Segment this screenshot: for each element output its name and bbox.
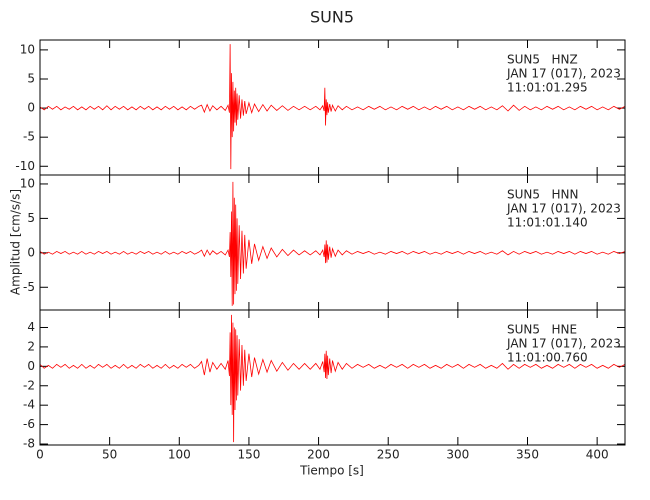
x-tick-label: 0 bbox=[36, 448, 44, 462]
y-tick-label: 0 bbox=[27, 359, 35, 373]
trace-date: JAN 17 (017), 2023 bbox=[506, 337, 621, 351]
trace-name: SUN5 HNN bbox=[507, 188, 578, 202]
y-tick-label: 0 bbox=[27, 245, 35, 259]
y-tick-label: 2 bbox=[27, 339, 35, 353]
trace-time: 11:01:01.295 bbox=[507, 81, 588, 95]
y-tick-label: -4 bbox=[23, 398, 35, 412]
y-tick-label: -2 bbox=[23, 378, 35, 392]
x-tick-label: 300 bbox=[446, 448, 469, 462]
x-tick-label: 200 bbox=[307, 448, 330, 462]
x-tick-label: 50 bbox=[102, 448, 117, 462]
x-tick-label: 250 bbox=[377, 448, 400, 462]
x-tick-label: 350 bbox=[516, 448, 539, 462]
x-tick-label: 150 bbox=[237, 448, 260, 462]
trace-time: 11:01:00.760 bbox=[507, 351, 588, 365]
y-tick-label: -5 bbox=[23, 130, 35, 144]
y-tick-label: 0 bbox=[27, 101, 35, 115]
trace-date: JAN 17 (017), 2023 bbox=[506, 67, 621, 81]
y-tick-label: -8 bbox=[23, 437, 35, 451]
y-axis-label: Amplitud [cm/s/s] bbox=[9, 189, 23, 295]
y-tick-label: 10 bbox=[20, 176, 35, 190]
waveform bbox=[40, 181, 625, 306]
y-tick-label: -10 bbox=[15, 159, 35, 173]
y-tick-label: 10 bbox=[20, 42, 35, 56]
y-tick-label: 4 bbox=[27, 320, 35, 334]
y-tick-label: -5 bbox=[23, 280, 35, 294]
y-tick-label: 5 bbox=[27, 211, 35, 225]
x-axis-label: Tiempo [s] bbox=[299, 464, 364, 478]
trace-name: SUN5 HNE bbox=[507, 323, 577, 337]
waveform bbox=[40, 314, 625, 443]
x-tick-label: 400 bbox=[586, 448, 609, 462]
trace-time: 11:01:01.140 bbox=[507, 216, 588, 230]
chart-title: SUN5 bbox=[310, 8, 354, 27]
trace-date: JAN 17 (017), 2023 bbox=[506, 202, 621, 216]
y-tick-label: -6 bbox=[23, 417, 35, 431]
trace-name: SUN5 HNZ bbox=[507, 53, 578, 67]
x-tick-label: 100 bbox=[168, 448, 191, 462]
y-tick-label: 5 bbox=[27, 71, 35, 85]
panel-frame bbox=[39, 309, 626, 446]
waveform bbox=[40, 44, 625, 170]
